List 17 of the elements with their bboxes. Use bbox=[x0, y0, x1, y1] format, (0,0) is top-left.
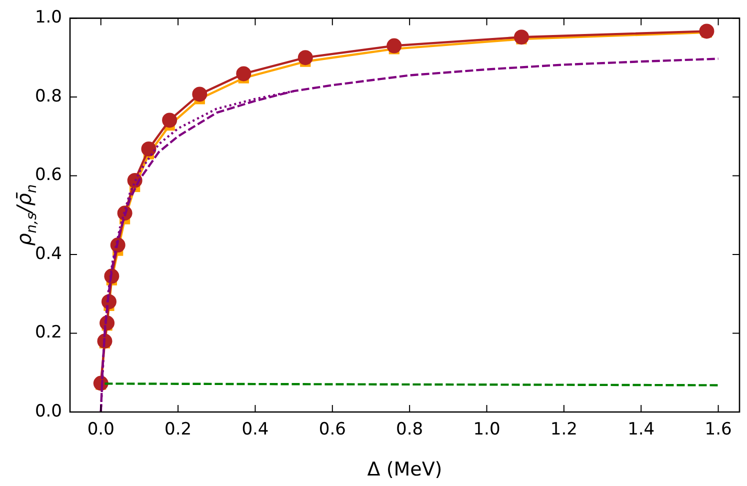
x-tick-label: 0.8 bbox=[396, 420, 424, 440]
x-tick-label: 1.0 bbox=[473, 420, 500, 440]
x-tick-label: 0.6 bbox=[318, 420, 346, 440]
x-tick-label: 1.2 bbox=[550, 420, 578, 440]
y-tick-label: 0.6 bbox=[34, 165, 62, 186]
x-axis-title: Δ (MeV) bbox=[367, 458, 442, 481]
x-tick-label: 0.0 bbox=[87, 420, 114, 440]
x-tick-label: 1.6 bbox=[704, 420, 732, 440]
x-tick-label: 1.4 bbox=[628, 420, 655, 440]
y-tick-label: 0.8 bbox=[34, 86, 62, 106]
x-tick-label: 0.4 bbox=[242, 420, 269, 440]
y-tick-label: 0.2 bbox=[34, 322, 62, 343]
y-tick-label: 0.0 bbox=[34, 401, 62, 422]
x-tick-label: 0.2 bbox=[164, 420, 192, 440]
y-tick-label: 0.4 bbox=[34, 244, 62, 264]
y-axis-title: ρn,s/ρ̄n bbox=[12, 184, 40, 246]
y-tick-label: 1.0 bbox=[34, 8, 62, 28]
